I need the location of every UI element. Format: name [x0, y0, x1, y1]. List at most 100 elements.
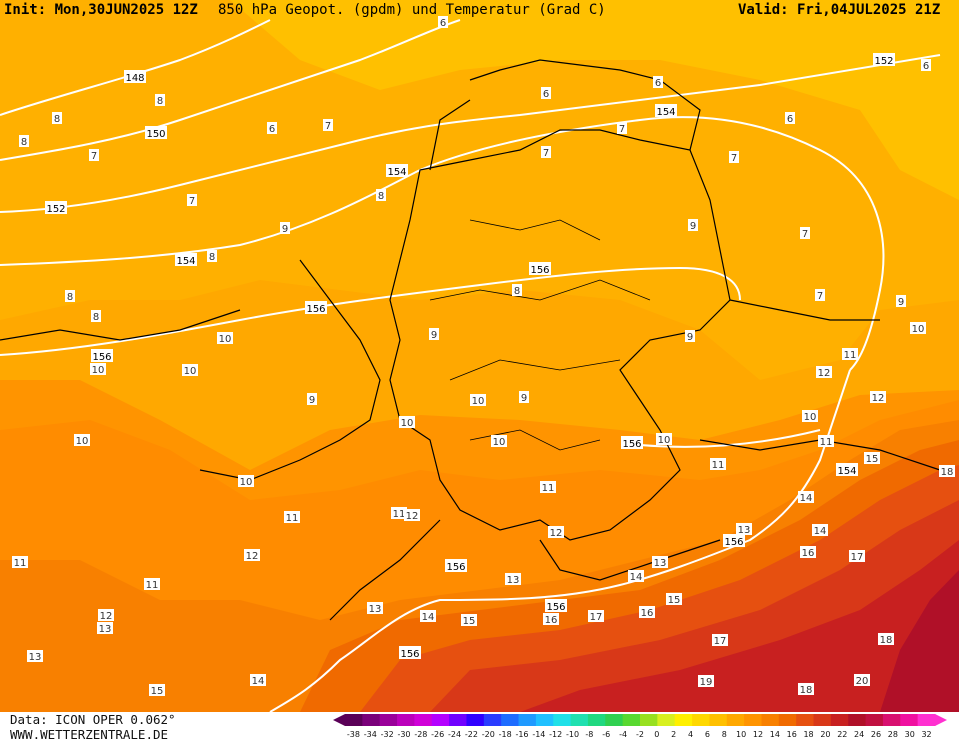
geopotential-isolines — [0, 19, 941, 712]
temperature-label: 13 — [367, 602, 383, 615]
svg-text:11: 11 — [146, 580, 159, 591]
svg-text:10: 10 — [658, 435, 671, 446]
legend-swatch — [397, 714, 415, 726]
legend-swatch — [501, 714, 520, 726]
svg-text:11: 11 — [542, 483, 555, 494]
legend-tick-label: 32 — [921, 730, 931, 739]
svg-text:148: 148 — [125, 73, 144, 84]
temp-field-6 — [230, 0, 959, 200]
svg-text:154: 154 — [387, 167, 406, 178]
temperature-label: 11 — [391, 507, 407, 520]
temperature-label: 6 — [653, 76, 663, 89]
svg-text:8: 8 — [67, 292, 73, 303]
svg-text:6: 6 — [543, 89, 549, 100]
temperature-label: 10 — [182, 364, 198, 377]
geopotential-label: 152 — [45, 201, 67, 215]
geopotential-label: 156 — [91, 349, 113, 363]
svg-text:6: 6 — [655, 78, 661, 89]
temperature-label: 10 — [802, 410, 818, 423]
temperature-label: 12 — [816, 366, 832, 379]
svg-text:7: 7 — [731, 153, 737, 164]
temperature-label: 7 — [800, 227, 810, 240]
geopotential-label: 154 — [836, 463, 858, 477]
temperature-label: 15 — [666, 593, 682, 606]
geopotential-label: 156 — [723, 534, 745, 548]
temperature-label: 11 — [710, 458, 726, 471]
temperature-label: 10 — [656, 433, 672, 446]
geopotential-label: 154 — [175, 253, 197, 267]
svg-text:7: 7 — [189, 196, 195, 207]
temperature-label: 9 — [688, 219, 698, 232]
temperature-label: 12 — [98, 609, 114, 622]
svg-text:9: 9 — [521, 393, 527, 404]
temp-field-7 — [0, 0, 959, 380]
legend-tick-label: -28 — [414, 730, 427, 739]
legend-tick-label: 4 — [688, 730, 693, 739]
svg-text:7: 7 — [91, 151, 97, 162]
geopotential-label: 156 — [305, 301, 327, 315]
svg-text:10: 10 — [472, 396, 485, 407]
svg-text:13: 13 — [99, 624, 112, 635]
isoline-150 — [0, 19, 461, 161]
svg-text:8: 8 — [378, 191, 384, 202]
svg-text:154: 154 — [837, 466, 856, 477]
legend-swatch — [570, 714, 589, 726]
svg-text:9: 9 — [690, 221, 696, 232]
svg-text:9: 9 — [898, 297, 904, 308]
svg-text:7: 7 — [543, 148, 549, 159]
temperature-label: 10 — [491, 435, 507, 448]
legend-swatch — [587, 714, 606, 726]
svg-text:6: 6 — [923, 61, 929, 72]
temperature-label: 19 — [698, 675, 714, 688]
temperature-label: 15 — [461, 614, 477, 627]
geopotential-label: 156 — [445, 559, 467, 573]
temperature-label: 11 — [144, 578, 160, 591]
legend-swatch — [483, 714, 502, 726]
temperature-label: 8 — [512, 284, 522, 297]
temperature-label: 6 — [438, 16, 448, 29]
temperature-label: 9 — [307, 393, 317, 406]
svg-text:9: 9 — [431, 330, 437, 341]
svg-text:8: 8 — [54, 114, 60, 125]
legend-swatch — [848, 714, 867, 726]
svg-text:154: 154 — [176, 256, 195, 267]
svg-text:13: 13 — [29, 652, 42, 663]
temperature-label: 11 — [818, 435, 834, 448]
legend-swatch — [379, 714, 398, 726]
legend-tick-label: 2 — [671, 730, 676, 739]
svg-text:13: 13 — [654, 558, 667, 569]
temperature-label: 13 — [505, 573, 521, 586]
legend-tick-label: -38 — [347, 730, 360, 739]
legend-swatch — [744, 714, 762, 726]
legend-tick-label: 6 — [705, 730, 710, 739]
temperature-label: 12 — [244, 549, 260, 562]
svg-text:12: 12 — [872, 393, 885, 404]
legend-swatch — [900, 714, 919, 726]
svg-text:13: 13 — [369, 604, 382, 615]
svg-text:14: 14 — [630, 572, 643, 583]
temperature-label: 9 — [519, 391, 529, 404]
legend-tick-label: 20 — [820, 730, 830, 739]
legend-tick-label: -22 — [465, 730, 478, 739]
geopotential-label: 156 — [529, 262, 551, 276]
temperature-label: 18 — [798, 683, 814, 696]
legend-tick-label: -26 — [431, 730, 444, 739]
svg-text:11: 11 — [286, 513, 299, 524]
legend-swatch — [553, 714, 572, 726]
temperature-label: 17 — [588, 610, 604, 623]
legend-tick-label: 22 — [837, 730, 847, 739]
temperature-label: 10 — [910, 322, 926, 335]
legend-tick-label: 14 — [770, 730, 780, 739]
svg-text:16: 16 — [545, 615, 558, 626]
temperature-label: 16 — [543, 613, 559, 626]
border-south — [329, 519, 721, 621]
legend-tick-label: 26 — [871, 730, 881, 739]
legend-swatch — [622, 714, 641, 726]
geopotential-label: 156 — [399, 646, 421, 660]
color-legend: -38 -34 -32 -30 -28 -26 -24 -22 -20 -18 -16 -14 -12-… — [333, 714, 947, 739]
svg-text:14: 14 — [422, 612, 435, 623]
temperature-label: 15 — [864, 452, 880, 465]
legend-tick-label: -32 — [381, 730, 394, 739]
svg-text:9: 9 — [282, 224, 288, 235]
